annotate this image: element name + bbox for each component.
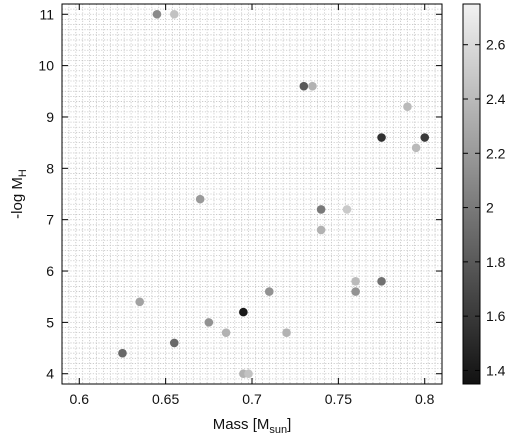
data-point: [403, 102, 412, 112]
y-tick-label: 7: [46, 212, 54, 228]
data-point: [377, 133, 386, 142]
data-point: [135, 297, 145, 307]
data-point: [420, 133, 430, 142]
data-point: [221, 328, 231, 337]
data-point: [351, 276, 360, 286]
y-tick-label: 5: [46, 314, 54, 330]
x-tick-label: 0.6: [70, 391, 90, 407]
colorbar-ticks: 1.4 1.6 1.8 2 2.2 2.4 2.6: [463, 37, 506, 378]
data-point: [204, 318, 214, 327]
colorbar-tick-label: 2.6: [486, 37, 506, 53]
data-points: [118, 9, 430, 379]
y-tick-label: 10: [38, 58, 54, 74]
x-tick-label: 0.8: [415, 391, 435, 407]
data-point: [239, 307, 248, 317]
colorbar-tick-label: 1.8: [486, 254, 506, 270]
colorbar-tick-label: 2.4: [486, 91, 506, 107]
y-tick-label: 11: [39, 6, 54, 22]
data-point: [316, 205, 326, 214]
data-point: [264, 287, 274, 296]
data-point: [118, 348, 127, 358]
data-point: [152, 9, 162, 19]
y-tick-label: 6: [46, 263, 54, 279]
data-point: [411, 143, 421, 153]
x-tick-label: 0.65: [152, 391, 179, 407]
data-point: [377, 276, 386, 286]
x-tick-label: 0.75: [325, 391, 352, 407]
plot-grid: [62, 4, 442, 384]
y-tick-label: 8: [46, 160, 54, 176]
colorbar: [462, 3, 481, 385]
y-tick-label: 9: [46, 109, 54, 125]
x-tick-label: 0.7: [242, 391, 262, 407]
data-point: [195, 194, 205, 204]
x-axis-label: Mass [Msun]: [213, 416, 292, 436]
data-point: [342, 205, 352, 214]
data-point: [282, 328, 291, 337]
data-point: [169, 9, 179, 19]
colorbar-tick-label: 1.6: [486, 308, 506, 324]
colorbar-tick-label: 2.2: [486, 145, 506, 161]
colorbar-tick-label: 2: [486, 200, 494, 216]
data-point: [299, 81, 309, 91]
data-point: [308, 81, 317, 91]
colorbar-tick-label: 1.4: [486, 362, 506, 378]
data-point: [316, 225, 326, 235]
data-point: [244, 369, 253, 379]
y-axis-label: -log MH: [9, 169, 29, 219]
data-point: [351, 287, 360, 296]
y-tick-label: 4: [46, 366, 54, 382]
axis-ticks: 0.6 0.65 0.7 0.75 0.8 4 5 6 7 8 9 10 11: [38, 4, 442, 407]
data-point: [169, 338, 179, 348]
